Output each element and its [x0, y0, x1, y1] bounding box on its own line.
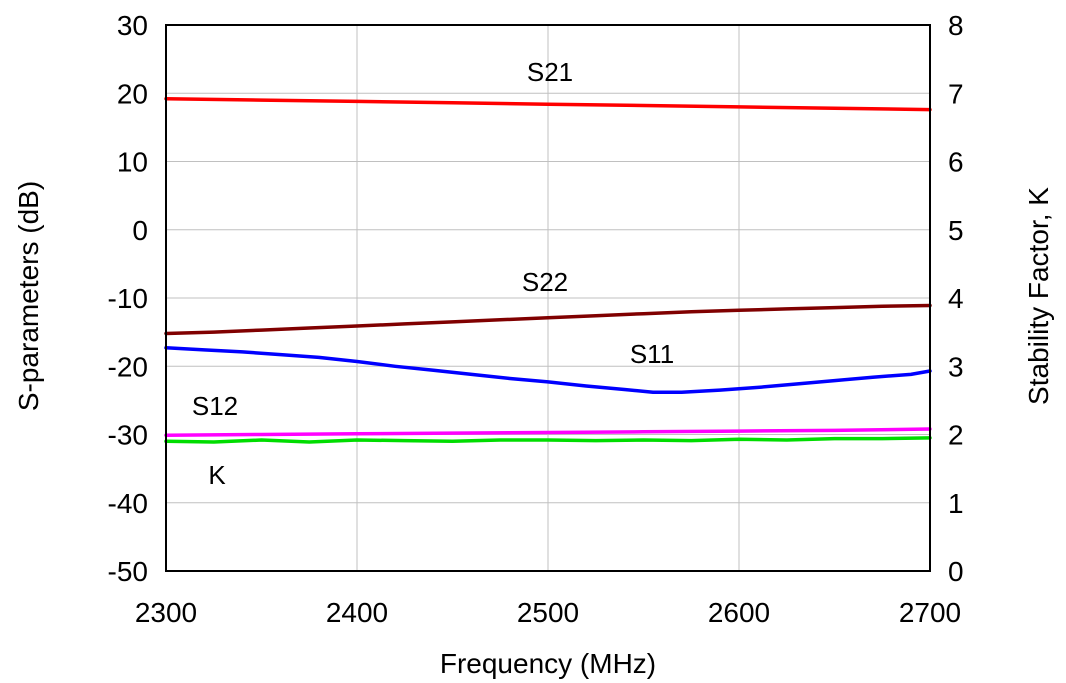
y-tick-label: 30	[117, 10, 148, 41]
series-label-s11: S11	[630, 339, 674, 369]
y2-tick-label: 0	[948, 556, 964, 587]
y2-tick-label: 4	[948, 283, 964, 314]
y-tick-label: 20	[117, 78, 148, 109]
y-tick-label: -40	[108, 488, 148, 519]
series-label-s12: S12	[192, 391, 238, 421]
y2-tick-label: 1	[948, 488, 964, 519]
x-tick-label: 2700	[899, 597, 961, 628]
y-tick-label: -30	[108, 420, 148, 451]
y-tick-label: -10	[108, 283, 148, 314]
y2-axis-ticks: 0 1 2 3 4 5 6 7 8	[948, 10, 964, 587]
y2-tick-label: 2	[948, 420, 964, 451]
series-line-s21	[164, 96, 932, 112]
x-tick-label: 2300	[135, 597, 197, 628]
y2-axis-title: Stability Factor, K	[1023, 187, 1054, 405]
x-tick-label: 2600	[708, 597, 770, 628]
y2-tick-label: 7	[948, 78, 964, 109]
x-tick-label: 2400	[326, 597, 388, 628]
series-label-s22: S22	[522, 267, 568, 297]
series-label-s21: S21	[527, 57, 573, 87]
series-line-k	[164, 436, 932, 444]
y2-tick-label: 8	[948, 10, 964, 41]
y-tick-label: -20	[108, 351, 148, 382]
y-tick-label: 0	[132, 215, 148, 246]
y2-tick-label: 6	[948, 147, 964, 178]
x-axis-title: Frequency (MHz)	[440, 648, 656, 679]
series-line-s22	[164, 303, 932, 336]
y-tick-label: 10	[117, 147, 148, 178]
series-label-k: K	[208, 460, 226, 490]
plot-area-frame	[165, 24, 931, 572]
series-lines	[164, 96, 932, 444]
y2-tick-label: 5	[948, 215, 964, 246]
y-tick-label: -50	[108, 556, 148, 587]
x-axis-ticks: 2300 2400 2500 2600 2700	[135, 597, 961, 628]
y-axis-ticks: -50 -40 -30 -20 -10 0 10 20 30	[108, 10, 148, 587]
x-tick-label: 2500	[517, 597, 579, 628]
y2-tick-label: 3	[948, 351, 964, 382]
series-line-s11	[164, 346, 932, 394]
series-line-s12	[164, 427, 932, 437]
y-axis-title: S-parameters (dB)	[13, 181, 44, 411]
